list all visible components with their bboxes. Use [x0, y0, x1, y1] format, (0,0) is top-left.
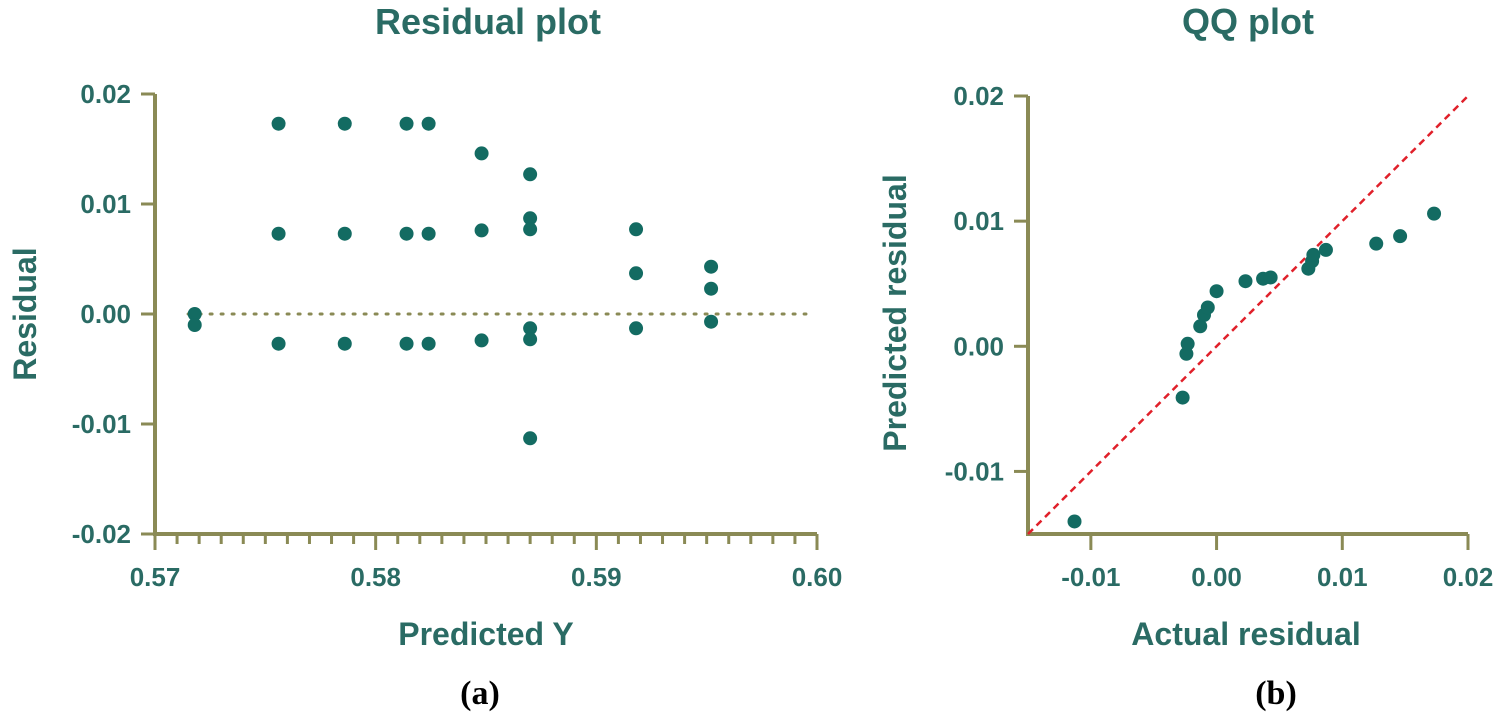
residual-point [704, 314, 719, 329]
qq-point [1427, 206, 1442, 221]
qq-plot: 0.02 0.01 0.00 -0.01 -0.01 0.00 0.01 0.02 [945, 81, 1494, 592]
qq-point [1067, 514, 1082, 529]
residual-plot-title: Residual plot [375, 1, 601, 42]
qq-x-tick-label: 0.01 [1317, 562, 1368, 592]
qq-y-tick-label: 0.00 [953, 331, 1004, 361]
residual-point [523, 211, 538, 226]
residual-point [523, 222, 538, 237]
qq-point [1369, 236, 1384, 251]
residual-x-tick-label: 0.59 [571, 562, 622, 592]
residual-point [271, 226, 286, 241]
qq-plot-ylabel: Predicted residual [877, 174, 913, 451]
qq-point [1180, 336, 1195, 351]
residual-point [474, 223, 489, 238]
residual-plot-xlabel: Predicted Y [398, 616, 573, 652]
residual-point [704, 259, 719, 274]
residual-point [337, 116, 352, 131]
residual-point [337, 226, 352, 241]
qq-x-tick-label: 0.00 [1191, 562, 1242, 592]
qq-point [1318, 242, 1333, 257]
qq-y-tick-label: 0.01 [953, 206, 1004, 236]
residual-point [523, 167, 538, 182]
residual-point [187, 307, 202, 321]
residual-point [399, 116, 414, 131]
qq-reference-line [1027, 95, 1469, 535]
residual-x-tick-label: 0.57 [130, 562, 181, 592]
qq-point [1175, 390, 1190, 405]
residual-point [421, 226, 436, 241]
qq-plot-title: QQ plot [1182, 1, 1314, 42]
residual-point [629, 266, 644, 281]
residual-point [187, 318, 202, 332]
residual-x-tick-label: 0.58 [350, 562, 401, 592]
residual-point [399, 226, 414, 241]
qq-y-tick-label: -0.01 [945, 456, 1004, 486]
qq-x-tick-label: 0.02 [1443, 562, 1494, 592]
residual-point [474, 146, 489, 161]
qq-point [1193, 319, 1208, 334]
residual-point [523, 431, 538, 446]
panel-label-a: (a) [460, 675, 500, 712]
qq-point [1393, 229, 1408, 244]
residual-y-tick-label: -0.02 [72, 519, 131, 549]
panel-label-b: (b) [1255, 675, 1297, 712]
residual-point [399, 336, 414, 351]
residual-point [629, 222, 644, 237]
residual-point [421, 336, 436, 351]
qq-y-tick-label: 0.02 [953, 81, 1004, 111]
residual-point [271, 336, 286, 351]
residual-y-tick-label: 0.02 [80, 79, 131, 109]
residual-y-tick-label: 0.00 [80, 299, 131, 329]
residual-y-tick-label: -0.01 [72, 409, 131, 439]
residual-point [523, 332, 538, 347]
qq-point [1263, 270, 1278, 285]
qq-point [1306, 247, 1321, 262]
residual-plot: 0.02 0.01 0.00 -0.01 -0.02 0.57 0.58 0.59 0.60 [72, 79, 843, 592]
residual-y-tick-label: 0.01 [80, 189, 131, 219]
residual-point [271, 116, 286, 131]
residual-point [474, 333, 489, 348]
residual-point [704, 281, 719, 296]
qq-point [1209, 284, 1224, 299]
residual-x-tick-label: 0.60 [792, 562, 843, 592]
qq-x-tick-label: -0.01 [1061, 562, 1120, 592]
residual-point [523, 321, 538, 336]
qq-point [1200, 300, 1215, 315]
residual-plot-ylabel: Residual [7, 247, 43, 380]
qq-point [1238, 274, 1253, 289]
qq-plot-xlabel: Actual residual [1131, 616, 1360, 652]
residual-point [337, 336, 352, 351]
residual-point [629, 321, 644, 336]
residual-point [421, 116, 436, 131]
